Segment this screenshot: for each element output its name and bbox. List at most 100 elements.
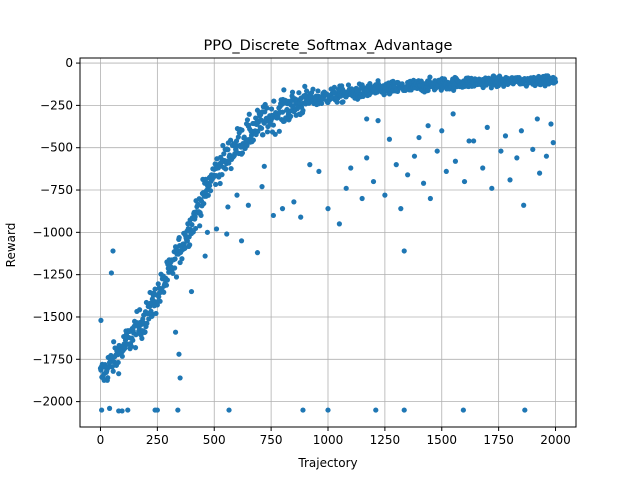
data-point (234, 192, 240, 198)
data-point (281, 87, 287, 93)
data-point (270, 122, 276, 128)
data-point (110, 248, 116, 254)
data-point (130, 337, 136, 343)
data-point (489, 185, 495, 191)
data-point (226, 407, 232, 413)
data-point (302, 83, 308, 89)
data-point (398, 206, 404, 212)
data-point (466, 138, 472, 144)
data-point (197, 223, 203, 229)
data-points (97, 73, 559, 414)
data-point (110, 368, 116, 374)
data-point (176, 234, 182, 241)
data-point (427, 74, 433, 80)
data-point (264, 129, 271, 135)
data-point (109, 364, 115, 370)
data-point (108, 270, 114, 276)
data-point (172, 256, 178, 262)
data-point (205, 192, 211, 198)
data-point (386, 136, 393, 142)
data-point (450, 111, 456, 117)
data-point (99, 407, 105, 413)
data-point (548, 121, 554, 127)
data-point (316, 168, 322, 175)
data-point (140, 316, 146, 322)
data-point (132, 345, 139, 351)
data-point (244, 117, 251, 123)
y-tick-label: −2000 (32, 395, 73, 409)
data-point (336, 221, 342, 227)
data-point (119, 353, 125, 359)
data-point (198, 212, 204, 218)
x-tick-label: 0 (97, 433, 105, 447)
data-point (270, 212, 276, 219)
data-point (238, 238, 245, 244)
data-point (164, 277, 170, 283)
data-point (128, 343, 135, 349)
grid-lines (80, 58, 576, 427)
data-point (331, 84, 337, 90)
data-point (401, 248, 407, 254)
data-point (119, 408, 125, 414)
data-point (213, 226, 220, 232)
data-point (373, 407, 379, 413)
data-point (452, 158, 459, 164)
data-point (364, 116, 370, 122)
data-point (154, 407, 160, 413)
y-tick-label: −1750 (32, 352, 73, 366)
data-point (514, 155, 520, 161)
data-point (521, 202, 527, 208)
data-point (226, 160, 232, 166)
data-point (221, 151, 227, 157)
data-point (416, 134, 422, 141)
x-axis-label: Trajectory (297, 456, 357, 470)
x-tick-label: 2000 (540, 433, 571, 447)
data-point (461, 178, 468, 185)
x-tick-label: 250 (146, 433, 169, 447)
data-point (434, 148, 440, 154)
data-point (125, 407, 131, 413)
data-point (307, 162, 313, 168)
data-point (315, 88, 321, 94)
data-point (370, 178, 377, 185)
data-point (179, 256, 185, 262)
data-point (298, 214, 304, 220)
data-point (258, 125, 265, 131)
data-point (156, 294, 162, 300)
x-tick-label: 1750 (483, 433, 514, 447)
data-point (244, 142, 250, 149)
data-point (484, 124, 490, 130)
data-point (382, 192, 388, 198)
data-point (192, 225, 199, 232)
data-point (139, 335, 145, 341)
data-point (536, 73, 542, 80)
data-point (460, 407, 466, 413)
data-point (262, 109, 268, 115)
data-point (254, 250, 261, 256)
data-point (552, 79, 559, 85)
data-point (471, 138, 477, 144)
data-point (522, 407, 528, 413)
data-point (425, 123, 431, 129)
data-point (157, 298, 163, 304)
data-point (137, 307, 143, 313)
data-point (223, 166, 229, 172)
x-tick-label: 1250 (370, 433, 401, 447)
data-point (219, 172, 225, 178)
data-point (220, 142, 226, 149)
data-point (374, 89, 380, 95)
data-point (192, 214, 198, 220)
data-point (260, 132, 266, 138)
data-point (189, 222, 195, 228)
y-tick-label: −1000 (32, 225, 73, 239)
data-point (310, 86, 316, 92)
data-point (502, 133, 509, 139)
data-point (300, 407, 306, 413)
data-point (224, 231, 230, 237)
data-point (201, 200, 207, 207)
data-point (261, 163, 267, 169)
data-point (188, 288, 195, 295)
data-point (411, 153, 418, 159)
data-point (172, 329, 179, 335)
